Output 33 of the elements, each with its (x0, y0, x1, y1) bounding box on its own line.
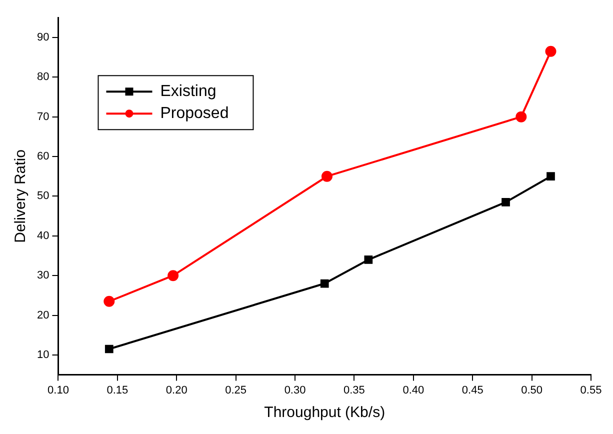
legend-label: Existing (160, 83, 216, 100)
point (546, 172, 555, 181)
y-tick-label: 40 (36, 230, 50, 242)
x-tick-label: 0.15 (106, 384, 128, 396)
point (364, 256, 373, 264)
x-tick-label: 0.30 (284, 384, 306, 396)
point (168, 270, 179, 282)
point (104, 296, 115, 307)
legend-label: Proposed (160, 105, 229, 122)
x-tick-label: 0.35 (344, 384, 365, 396)
y-tick-label: 90 (36, 31, 50, 44)
x-tick-label: 0.45 (462, 384, 484, 396)
x-tick-label: 0.20 (166, 384, 188, 396)
x-tick-label: 0.10 (48, 384, 69, 396)
point (104, 344, 114, 354)
y-axis-title: Delivery Ratio (12, 150, 30, 243)
y-tick-label: 20 (36, 309, 50, 322)
y-tick-label: 80 (36, 71, 50, 84)
y-tick-label: 50 (36, 190, 50, 202)
point (320, 279, 329, 288)
x-axis-title: Throughput (Kb/s) (264, 404, 386, 422)
y-tick-label: 30 (36, 270, 50, 282)
x-tick-label: 0.40 (402, 384, 424, 396)
point (321, 170, 332, 182)
y-tick-label: 60 (36, 150, 50, 163)
y-tick-label: 10 (36, 348, 50, 361)
point (502, 198, 510, 206)
y-tick-label: 70 (36, 110, 50, 123)
point (545, 46, 556, 57)
x-tick-label: 0.55 (580, 384, 602, 396)
x-tick-label: 0.50 (521, 384, 543, 396)
x-tick-label: 0.25 (225, 384, 247, 396)
point (516, 111, 527, 122)
